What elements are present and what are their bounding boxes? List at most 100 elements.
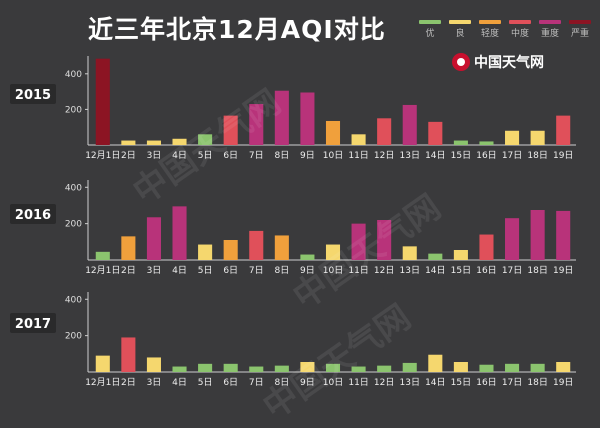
bar-2017-4日 (172, 366, 187, 372)
legend-swatch (509, 20, 531, 24)
bar-2016-7日 (249, 230, 264, 260)
x-tick-label: 2日 (121, 150, 136, 161)
x-tick-label: 8日 (274, 150, 289, 161)
bar-2017-12日 (377, 365, 392, 372)
legend-swatch (539, 20, 561, 24)
bar-2015-4日 (172, 138, 187, 145)
legend-item: 严重 (568, 20, 592, 39)
bar-2017-11日 (351, 366, 366, 372)
x-tick-label: 8日 (274, 265, 289, 276)
bar-2017-15日 (453, 362, 468, 372)
x-tick-label: 12日 (374, 150, 394, 161)
x-tick-label: 12日 (374, 265, 394, 276)
legend-swatch (569, 20, 591, 24)
year-label: 2017 (15, 317, 51, 332)
legend-swatch (479, 20, 501, 24)
legend-label: 重度 (540, 29, 559, 39)
bar-2015-19日 (556, 115, 571, 145)
bar-2017-16日 (479, 364, 494, 372)
bar-2015-6日 (223, 115, 238, 145)
x-tick-label: 12日 (374, 377, 394, 388)
legend-label: 优 (425, 29, 435, 39)
x-tick-label: 5日 (198, 150, 213, 161)
x-tick-label: 16日 (476, 377, 496, 388)
y-tick-label: 400 (65, 183, 82, 193)
bar-2016-13日 (402, 246, 417, 260)
x-tick-label: 4日 (172, 377, 187, 388)
x-tick-label: 2日 (121, 265, 136, 276)
x-tick-label: 13日 (400, 265, 420, 276)
legend-label: 中度 (510, 29, 529, 39)
y-tick-label: 200 (65, 105, 82, 115)
bar-2016-10日 (325, 244, 341, 260)
x-tick-label: 19日 (553, 377, 573, 388)
chart-title: 近三年北京12月AQI对比 (88, 15, 386, 44)
bar-2016-12月1日 (95, 251, 110, 260)
bar-2015-10日 (325, 120, 341, 145)
brand-logo-group: 中国天气网 (452, 52, 544, 72)
bar-2017-12月1日 (95, 355, 110, 372)
bar-2016-17日 (505, 218, 520, 260)
legend-label: 良 (455, 29, 465, 39)
legend-label: 严重 (570, 29, 589, 39)
bar-2016-9日 (300, 254, 315, 260)
weather-logo-icon (452, 53, 470, 71)
bar-2017-10日 (325, 363, 341, 372)
bar-2015-12月1日 (95, 58, 110, 145)
bar-2015-5日 (198, 134, 213, 145)
year-label-bg (10, 313, 56, 333)
x-tick-label: 12月1日 (85, 377, 120, 388)
bar-2017-2日 (121, 337, 136, 372)
bar-2015-7日 (249, 104, 264, 145)
bar-2017-13日 (402, 362, 417, 372)
x-tick-label: 17日 (502, 150, 522, 161)
y-tick-label: 400 (65, 70, 82, 80)
legend-item: 优 (418, 20, 442, 39)
bar-2017-8日 (274, 365, 289, 372)
bar-2016-18日 (530, 210, 545, 260)
legend-item: 良 (448, 20, 472, 39)
bar-2015-17日 (505, 130, 520, 145)
year-label: 2016 (15, 208, 51, 223)
x-tick-label: 12月1日 (85, 265, 120, 276)
x-tick-label: 14日 (425, 377, 445, 388)
x-tick-label: 14日 (425, 150, 445, 161)
x-tick-label: 15日 (451, 150, 471, 161)
x-tick-label: 2日 (121, 377, 136, 388)
bar-2016-14日 (428, 253, 443, 260)
x-tick-label: 18日 (527, 150, 547, 161)
chart-panel-2016: 2016 200 400 12月1日 2日 3日 4日 5日 6日 7日 8日 9日 10日 11日 12日… (10, 180, 576, 276)
x-tick-label: 10日 (323, 377, 343, 388)
x-tick-label: 12月1日 (85, 150, 120, 161)
bar-2016-19日 (556, 210, 571, 260)
legend-item: 重度 (538, 20, 562, 39)
legend-swatch (419, 20, 441, 24)
bar-2016-5日 (198, 244, 213, 260)
x-tick-label: 11日 (348, 150, 368, 161)
legend-swatch (449, 20, 471, 24)
bar-2015-2日 (121, 140, 136, 145)
bar-2016-3日 (146, 217, 161, 260)
y-tick-label: 200 (65, 220, 82, 230)
bar-2017-19日 (556, 362, 571, 372)
bar-2015-16日 (479, 141, 494, 145)
x-tick-label: 5日 (198, 377, 213, 388)
x-tick-label: 19日 (553, 150, 573, 161)
bar-2016-4日 (172, 206, 187, 260)
legend-item: 轻度 (478, 20, 502, 39)
x-tick-label: 16日 (476, 265, 496, 276)
x-tick-label: 19日 (553, 265, 573, 276)
chart-panel-2015: 2015 200 400 12月1日 2日 3日 4日 5日 6日 7日 8日 9日 10日 11日 12日… (10, 56, 576, 161)
bar-2016-12日 (377, 220, 392, 260)
bar-2015-13日 (402, 104, 417, 145)
x-tick-label: 16日 (476, 150, 496, 161)
x-tick-label: 3日 (147, 377, 162, 388)
x-tick-label: 10日 (323, 265, 343, 276)
x-tick-label: 4日 (172, 150, 187, 161)
x-tick-label: 14日 (425, 265, 445, 276)
bar-2017-17日 (505, 363, 520, 372)
bar-2017-18日 (530, 363, 545, 372)
bar-2015-8日 (274, 90, 289, 145)
bar-2016-2日 (121, 236, 136, 260)
